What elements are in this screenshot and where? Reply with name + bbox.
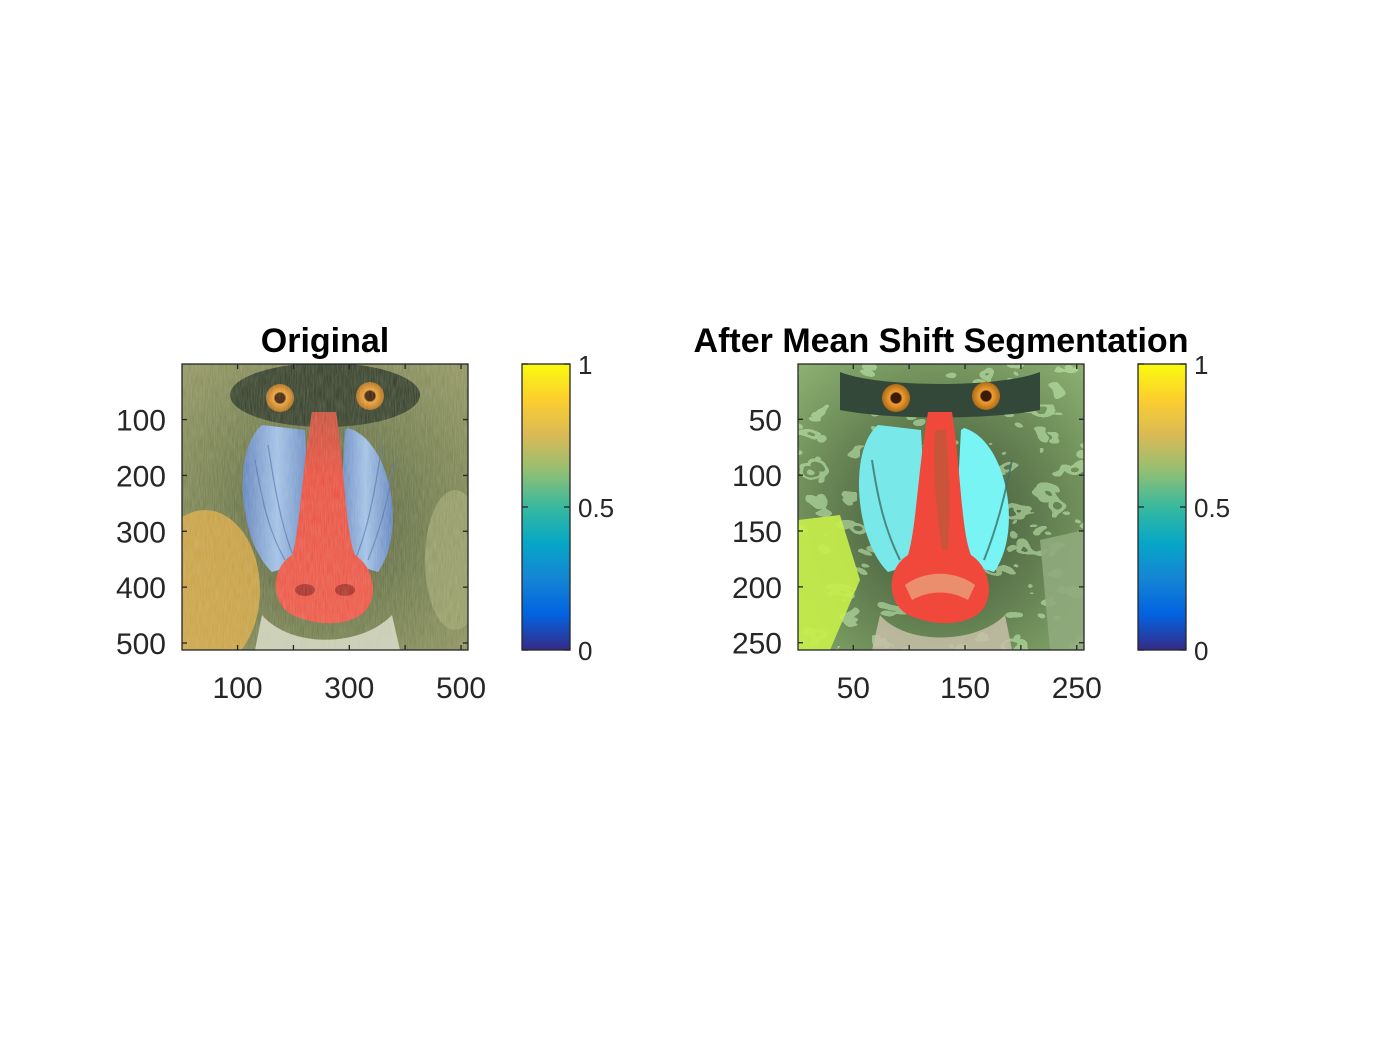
y-tick-label: 100 bbox=[116, 405, 166, 438]
x-tick-label: 300 bbox=[324, 672, 374, 705]
y-tick-label: 100 bbox=[732, 460, 782, 493]
x-tick-label: 500 bbox=[436, 672, 486, 705]
panel-original: Original bbox=[116, 322, 614, 705]
x-tick-label: 100 bbox=[213, 672, 263, 705]
image-original bbox=[182, 364, 468, 650]
colorbar-tick-label: 1 bbox=[1194, 350, 1208, 380]
y-tick-label: 250 bbox=[732, 628, 782, 661]
cheek-left bbox=[858, 425, 928, 572]
y-tick-label: 200 bbox=[116, 460, 166, 493]
x-tick-label: 250 bbox=[1052, 672, 1102, 705]
image-segmented bbox=[798, 364, 1084, 650]
cheek-right bbox=[954, 428, 1009, 572]
colorbar-tick-label: 0.5 bbox=[578, 493, 614, 523]
plot-title-original: Original bbox=[261, 322, 389, 360]
colorbar-gradient bbox=[522, 364, 570, 650]
y-tick-label: 400 bbox=[116, 572, 166, 605]
axes-box-original bbox=[181, 363, 469, 651]
y-tick-label: 50 bbox=[749, 404, 782, 437]
axes-box-segmented bbox=[797, 363, 1085, 651]
colorbar-tick-label: 1 bbox=[578, 350, 592, 380]
ticks-original: 100 300 500 100 200 300 400 500 bbox=[116, 364, 486, 705]
y-tick-label: 300 bbox=[116, 516, 166, 549]
colorbar-gradient bbox=[1138, 364, 1186, 650]
eye-left bbox=[882, 384, 910, 412]
plot-title-segmented: After Mean Shift Segmentation bbox=[694, 322, 1189, 360]
colorbar-original: 00.51 bbox=[521, 350, 614, 666]
y-tick-label: 150 bbox=[732, 516, 782, 549]
eye-right bbox=[972, 382, 1000, 410]
colorbar-tick-label: 0.5 bbox=[1194, 493, 1230, 523]
y-tick-label: 200 bbox=[732, 572, 782, 605]
x-tick-label: 50 bbox=[837, 672, 870, 705]
y-tick-label: 500 bbox=[116, 628, 166, 661]
colorbar-segmented: 00.51 bbox=[1137, 350, 1230, 666]
panel-segmented: After Mean Shift Segmentation bbox=[694, 322, 1231, 705]
colorbar-tick-label: 0 bbox=[1194, 636, 1208, 666]
x-tick-label: 150 bbox=[940, 672, 990, 705]
ticks-segmented: 50 150 250 50 100 150 200 250 bbox=[732, 364, 1102, 705]
colorbar-tick-label: 0 bbox=[578, 636, 592, 666]
